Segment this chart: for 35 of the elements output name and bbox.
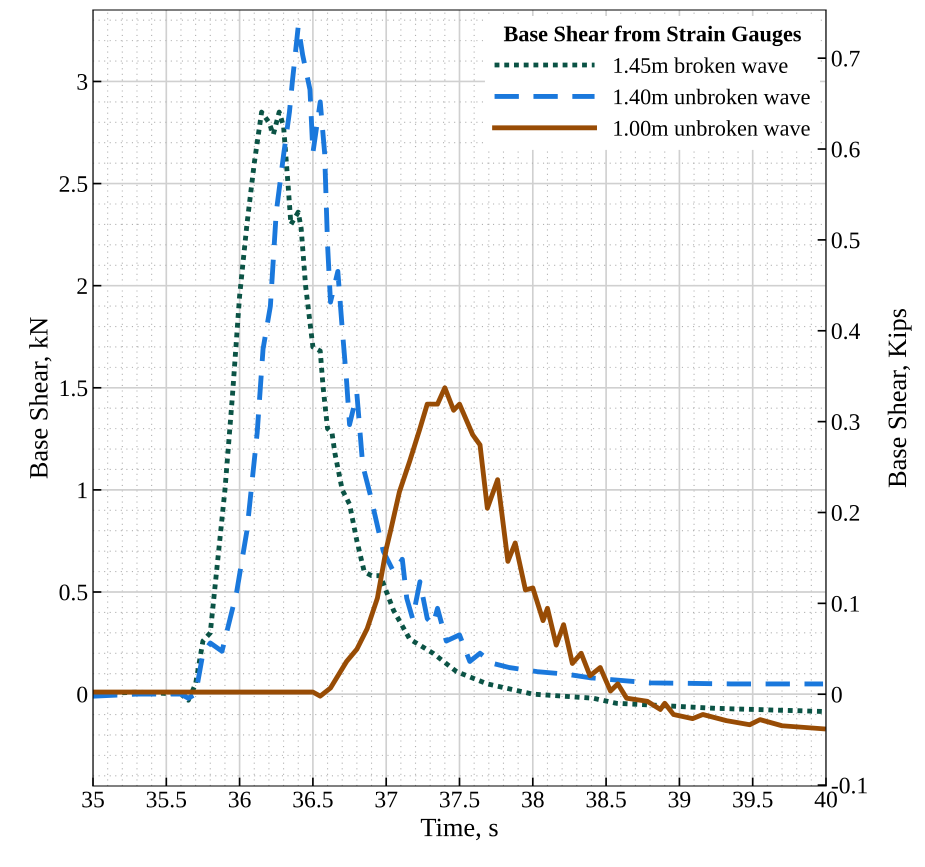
y2-tick-label: -0.1 xyxy=(832,778,867,794)
y-tick-label: 1.5 xyxy=(60,380,88,396)
y-tick-label: 3 xyxy=(77,74,88,90)
y2-tick-label: 0.6 xyxy=(832,142,860,158)
y-tick-label: 0.5 xyxy=(60,584,88,601)
x-tick-label: 35.5 xyxy=(146,792,186,808)
x-tick-label: 40 xyxy=(814,792,837,808)
y-axis-title: Base Shear, kN xyxy=(29,317,52,478)
y-tick-label: 0 xyxy=(77,686,88,703)
legend-title: Base Shear from Strain Gauges xyxy=(504,26,801,46)
x-axis-title: Time, s xyxy=(420,818,498,840)
y-tick-label: 2.5 xyxy=(60,176,88,192)
legend-label: 1.00m unbroken wave xyxy=(614,120,810,136)
y2-tick-label: 0.4 xyxy=(832,323,860,340)
x-tick-label: 38.5 xyxy=(586,792,626,808)
y2-tick-label: 0.2 xyxy=(832,504,860,522)
x-tick-label: 39 xyxy=(668,792,690,808)
x-tick-label: 35 xyxy=(82,792,104,808)
y2-tick-label: 0.5 xyxy=(832,232,860,248)
x-tick-label: 37 xyxy=(376,792,398,808)
line-series xyxy=(93,385,826,732)
y2-tick-label: 0.3 xyxy=(832,414,860,430)
x-tick-label: 38 xyxy=(522,792,544,808)
x-tick-label: 37.5 xyxy=(440,792,480,808)
y2-tick-label: 0.7 xyxy=(832,50,860,67)
x-tick-label: 39.5 xyxy=(733,792,772,808)
x-tick-label: 36.5 xyxy=(293,792,333,808)
y-tick-label: 2 xyxy=(77,278,87,294)
y-tick-label: 1 xyxy=(78,482,87,498)
x-tick-label: 36 xyxy=(228,792,251,808)
y2-tick-label: 0 xyxy=(832,686,842,703)
legend-label: 1.45m broken wave xyxy=(614,57,788,74)
y2-axis-title: Base Shear, Kips xyxy=(888,308,912,488)
legend-label: 1.40m unbroken wave xyxy=(614,88,810,104)
y2-tick-label: 0.1 xyxy=(832,596,859,612)
